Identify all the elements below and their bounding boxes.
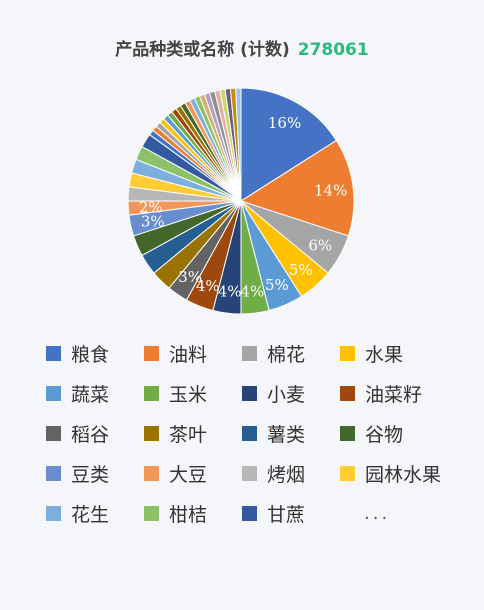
legend-swatch — [46, 425, 61, 441]
legend-label: 玉米 — [169, 383, 208, 406]
slice-label-1: 16% — [268, 114, 301, 132]
legend-item-19[interactable]: 甘蔗 — [242, 501, 306, 526]
legend-swatch — [46, 385, 61, 401]
pie-chart: 16%14%6%5%5%4%4%4%3%3%2% — [127, 87, 355, 315]
slice-label-3: 6% — [308, 237, 332, 255]
legend-label: 薯类 — [267, 423, 306, 446]
legend-label: 油菜籽 — [365, 383, 423, 406]
legend-item-13[interactable]: 豆类 — [46, 461, 110, 486]
record-count: 278061 — [297, 40, 369, 60]
legend-label: 谷物 — [365, 423, 404, 446]
legend-label: 茶叶 — [169, 423, 208, 446]
legend-swatch — [144, 385, 159, 401]
chart-title-text: 产品种类或名称 (计数) — [115, 40, 290, 60]
slice-label-8: 4% — [196, 277, 220, 295]
legend-label: 烤烟 — [267, 463, 306, 486]
slice-label-7: 4% — [218, 283, 242, 301]
legend-swatch — [242, 345, 257, 361]
legend-item-2[interactable]: 油料 — [144, 341, 208, 366]
legend-item-17[interactable]: 花生 — [46, 501, 110, 526]
legend-label: 园林水果 — [365, 463, 442, 486]
legend-label: 稻谷 — [71, 423, 110, 446]
legend-swatch — [46, 465, 61, 481]
legend-item-16[interactable]: 园林水果 — [340, 461, 442, 486]
legend-label: 油料 — [169, 343, 208, 366]
legend-item-1[interactable]: 粮食 — [46, 341, 110, 366]
legend-item-9[interactable]: 稻谷 — [46, 421, 110, 446]
slice-label-13: 3% — [141, 213, 165, 231]
legend-label: 蔬菜 — [71, 383, 110, 406]
legend-swatch — [340, 465, 355, 481]
legend-label: 粮食 — [71, 343, 110, 366]
pie-slice-1[interactable] — [240, 87, 338, 202]
legend-label: 大豆 — [169, 463, 208, 486]
slice-label-5: 5% — [265, 276, 289, 294]
legend-item-14[interactable]: 大豆 — [144, 461, 208, 486]
legend-item-5[interactable]: 蔬菜 — [46, 381, 110, 406]
legend-label: 棉花 — [267, 343, 306, 366]
legend-item-6[interactable]: 玉米 — [144, 381, 208, 406]
slice-label-2: 14% — [314, 182, 347, 200]
legend-more-indicator[interactable]: ... — [364, 502, 391, 524]
legend-label: 小麦 — [267, 383, 306, 406]
legend-item-15[interactable]: 烤烟 — [242, 461, 306, 486]
pie-slice-small-20[interactable] — [235, 87, 242, 202]
chart-title: 产品种类或名称 (计数) 278061 — [0, 35, 484, 60]
legend-item-11[interactable]: 薯类 — [242, 421, 306, 446]
legend-item-18[interactable]: 柑桔 — [144, 501, 208, 526]
legend-swatch — [46, 345, 61, 361]
slice-label-14: 2% — [139, 199, 163, 217]
legend-swatch — [340, 425, 355, 441]
legend-swatch — [242, 505, 257, 521]
slice-label-6: 4% — [240, 283, 264, 301]
legend-swatch — [144, 505, 159, 521]
legend-swatch — [144, 425, 159, 441]
legend-label: 豆类 — [71, 463, 110, 486]
legend-item-4[interactable]: 水果 — [340, 341, 404, 366]
legend-swatch — [144, 345, 159, 361]
legend-swatch — [144, 465, 159, 481]
legend-swatch — [340, 385, 355, 401]
legend-label: 甘蔗 — [267, 503, 306, 526]
legend-swatch — [242, 425, 257, 441]
legend-label: 花生 — [71, 503, 110, 526]
legend-item-7[interactable]: 小麦 — [242, 381, 306, 406]
legend-label: 柑桔 — [169, 503, 208, 526]
slice-label-4: 5% — [289, 261, 313, 279]
legend-swatch — [46, 505, 61, 521]
legend-item-3[interactable]: 棉花 — [242, 341, 306, 366]
legend-swatch — [242, 385, 257, 401]
legend-label: 水果 — [365, 343, 404, 366]
legend-item-10[interactable]: 茶叶 — [144, 421, 208, 446]
pie-slice-2[interactable] — [239, 139, 355, 237]
legend-item-8[interactable]: 油菜籽 — [340, 381, 423, 406]
slice-label-9: 3% — [178, 268, 202, 286]
legend-swatch — [242, 465, 257, 481]
legend-item-12[interactable]: 谷物 — [340, 421, 404, 446]
legend-swatch — [340, 345, 355, 361]
